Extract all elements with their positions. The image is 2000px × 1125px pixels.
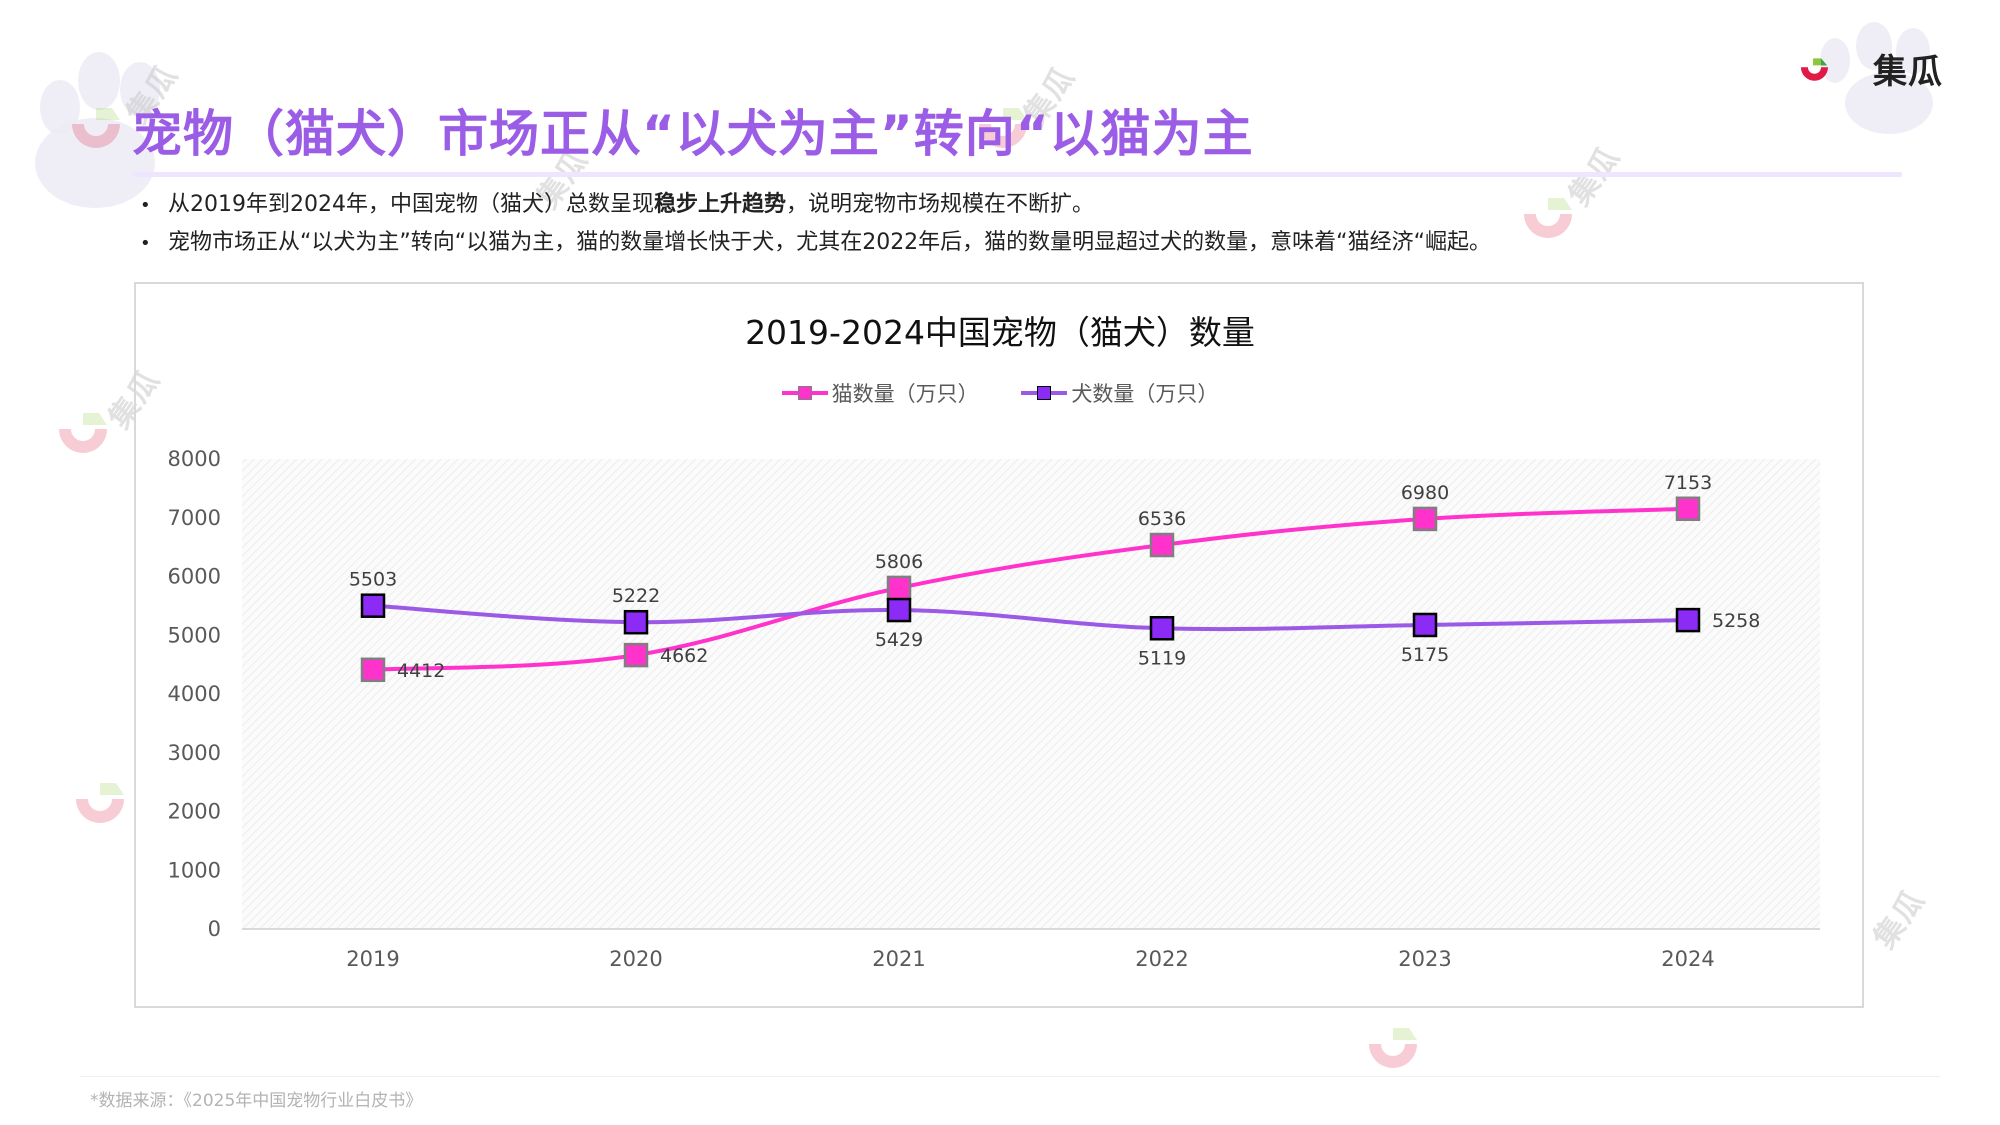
y-tick-label: 0 (208, 917, 221, 941)
y-tick-label: 2000 (168, 800, 221, 824)
dog-data-label: 5175 (1401, 644, 1449, 666)
cat-data-label: 7153 (1664, 472, 1712, 494)
chart-frame (134, 282, 1864, 1008)
y-tick-label: 5000 (168, 623, 221, 647)
cat-series-line (372, 506, 1689, 672)
data-source-note: *数据来源：《2025年中国宠物行业白皮书》 (90, 1091, 423, 1111)
cat-data-label: 4412 (397, 660, 445, 682)
x-tick-label: 2019 (346, 947, 399, 971)
y-tick-label: 8000 (168, 447, 221, 471)
x-tick-label: 2024 (1661, 947, 1714, 971)
dog-data-point-marker[interactable] (1149, 616, 1175, 641)
dog-series-marker-icon (1021, 386, 1068, 400)
watermark-logo-icon (72, 108, 120, 148)
cat-data-label: 5806 (875, 551, 923, 573)
cat-data-point-marker[interactable] (1149, 532, 1175, 558)
cat-series-marker-icon (781, 386, 828, 400)
summary-bullets: • 从2019年到2024年，中国宠物（猫犬）总数呈现稳步上升趋势，说明宠物市场规… (140, 186, 1491, 262)
watermark-logo-icon (1524, 198, 1572, 238)
dog-data-point-marker[interactable] (886, 597, 912, 623)
watermark-logo-icon (1369, 1028, 1417, 1068)
bullet-item: • 从2019年到2024年，中国宠物（猫犬）总数呈现稳步上升趋势，说明宠物市场规… (140, 186, 1491, 224)
dog-data-label: 5222 (612, 585, 660, 607)
page-title: 宠物（猫犬）市场正从“以犬为主”转向“以猫为主 (132, 105, 1254, 163)
chart-series: 4412 4662 5806 6536 6980 7153 5503 5222 5429 5119… (349, 472, 1760, 683)
x-tick-label: 2021 (872, 947, 925, 971)
brand-logo-text: 集瓜 (1873, 52, 1943, 92)
chart-legend: 猫数量（万只） 犬数量（万只） (0, 378, 2000, 408)
y-axis-ticks: 0 1000 2000 3000 4000 5000 6000 7000 8000 (168, 447, 221, 941)
cat-data-label: 6980 (1401, 482, 1449, 504)
dog-data-label: 5119 (1138, 647, 1186, 669)
x-tick-label: 2022 (1135, 947, 1188, 971)
y-tick-label: 7000 (168, 506, 221, 530)
bullet-dot-icon: • (140, 195, 151, 216)
dog-data-label: 5503 (349, 569, 397, 591)
y-tick-label: 1000 (168, 858, 221, 882)
y-tick-label: 6000 (168, 565, 221, 589)
watermark-logo-icon (76, 783, 124, 823)
bullet-dot-icon: • (140, 233, 151, 254)
dog-data-point-marker[interactable] (1675, 607, 1701, 633)
x-tick-label: 2023 (1398, 947, 1451, 971)
cat-data-point-marker[interactable] (623, 642, 649, 668)
dog-data-point-marker[interactable] (1412, 612, 1438, 638)
x-axis-ticks: 2019 2020 2021 2022 2023 2024 (346, 947, 1714, 971)
dog-data-label: 5258 (1712, 610, 1760, 632)
cat-data-label: 4662 (660, 645, 708, 667)
title-divider (132, 172, 1902, 177)
x-tick-label: 2020 (609, 947, 662, 971)
cat-data-point-marker[interactable] (1412, 506, 1438, 532)
dog-data-point-marker[interactable] (623, 609, 649, 635)
legend-item-dog[interactable]: 犬数量（万只） (1021, 378, 1218, 408)
dog-series-line (372, 603, 1689, 632)
brand-logo-icon (1800, 58, 1828, 81)
y-tick-label: 3000 (168, 741, 221, 765)
watermark-logo-icon (59, 413, 107, 453)
cat-data-point-marker[interactable] (1675, 496, 1701, 522)
dog-data-point-marker[interactable] (360, 593, 386, 618)
y-tick-label: 4000 (168, 682, 221, 706)
watermark-logo-icon (979, 108, 1027, 148)
dog-data-label: 5429 (875, 629, 923, 651)
cat-data-label: 6536 (1138, 508, 1186, 530)
cat-data-point-marker[interactable] (360, 657, 386, 683)
footer-divider (80, 1076, 1940, 1077)
plot-area (242, 459, 1820, 929)
chart-title: 2019-2024中国宠物（猫犬）数量 (745, 313, 1255, 352)
legend-item-cat[interactable]: 猫数量（万只） (781, 378, 979, 408)
bullet-item: • 宠物市场正从“以犬为主”转向“以猫为主，猫的数量增长快于犬，尤其在2022年后… (140, 224, 1491, 262)
cat-data-point-marker[interactable] (886, 575, 912, 601)
bullet-emphasis: 稳步上升趋势 (653, 192, 786, 217)
